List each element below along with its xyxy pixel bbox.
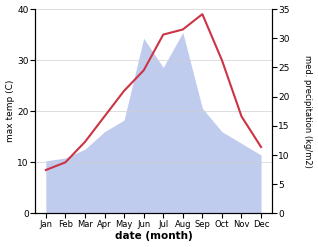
Y-axis label: med. precipitation (kg/m2): med. precipitation (kg/m2) [303, 55, 313, 168]
Y-axis label: max temp (C): max temp (C) [5, 80, 15, 143]
X-axis label: date (month): date (month) [114, 231, 192, 242]
